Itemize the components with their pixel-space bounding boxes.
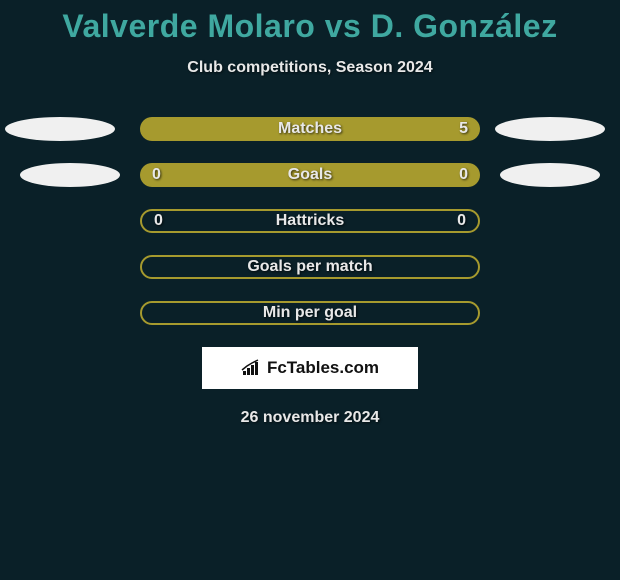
stat-row: Goals per match: [0, 255, 620, 279]
stat-bar: Goals per match: [140, 255, 480, 279]
stat-bar: 0 Hattricks 0: [140, 209, 480, 233]
stat-label: Goals: [288, 166, 332, 184]
date-text: 26 november 2024: [241, 409, 380, 427]
logo-box: FcTables.com: [202, 347, 418, 389]
stat-bar: Matches 5: [140, 117, 480, 141]
chart-icon: [241, 359, 263, 377]
subtitle: Club competitions, Season 2024: [187, 59, 432, 77]
stat-label: Matches: [278, 120, 342, 138]
stat-value-right: 5: [459, 120, 468, 138]
stat-bar: Min per goal: [140, 301, 480, 325]
stats-rows: Matches 5 0 Goals 0 0 Hattricks 0 Goals per matc…: [0, 117, 620, 325]
stat-label: Min per goal: [263, 304, 357, 322]
stat-row: 0 Hattricks 0: [0, 209, 620, 233]
side-shape-right: [500, 163, 600, 187]
page-title: Valverde Molaro vs D. González: [62, 8, 557, 45]
side-shape-left: [20, 163, 120, 187]
stat-bar: 0 Goals 0: [140, 163, 480, 187]
stat-value-right: 0: [457, 212, 466, 230]
stat-row: Matches 5: [0, 117, 620, 141]
stat-value-right: 0: [459, 166, 468, 184]
stat-value-left: 0: [152, 166, 161, 184]
side-shape-right: [495, 117, 605, 141]
stat-label: Hattricks: [276, 212, 344, 230]
stat-value-left: 0: [154, 212, 163, 230]
logo-text: FcTables.com: [267, 358, 379, 378]
stat-row: 0 Goals 0: [0, 163, 620, 187]
side-shape-left: [5, 117, 115, 141]
stat-row: Min per goal: [0, 301, 620, 325]
stat-label: Goals per match: [247, 258, 372, 276]
